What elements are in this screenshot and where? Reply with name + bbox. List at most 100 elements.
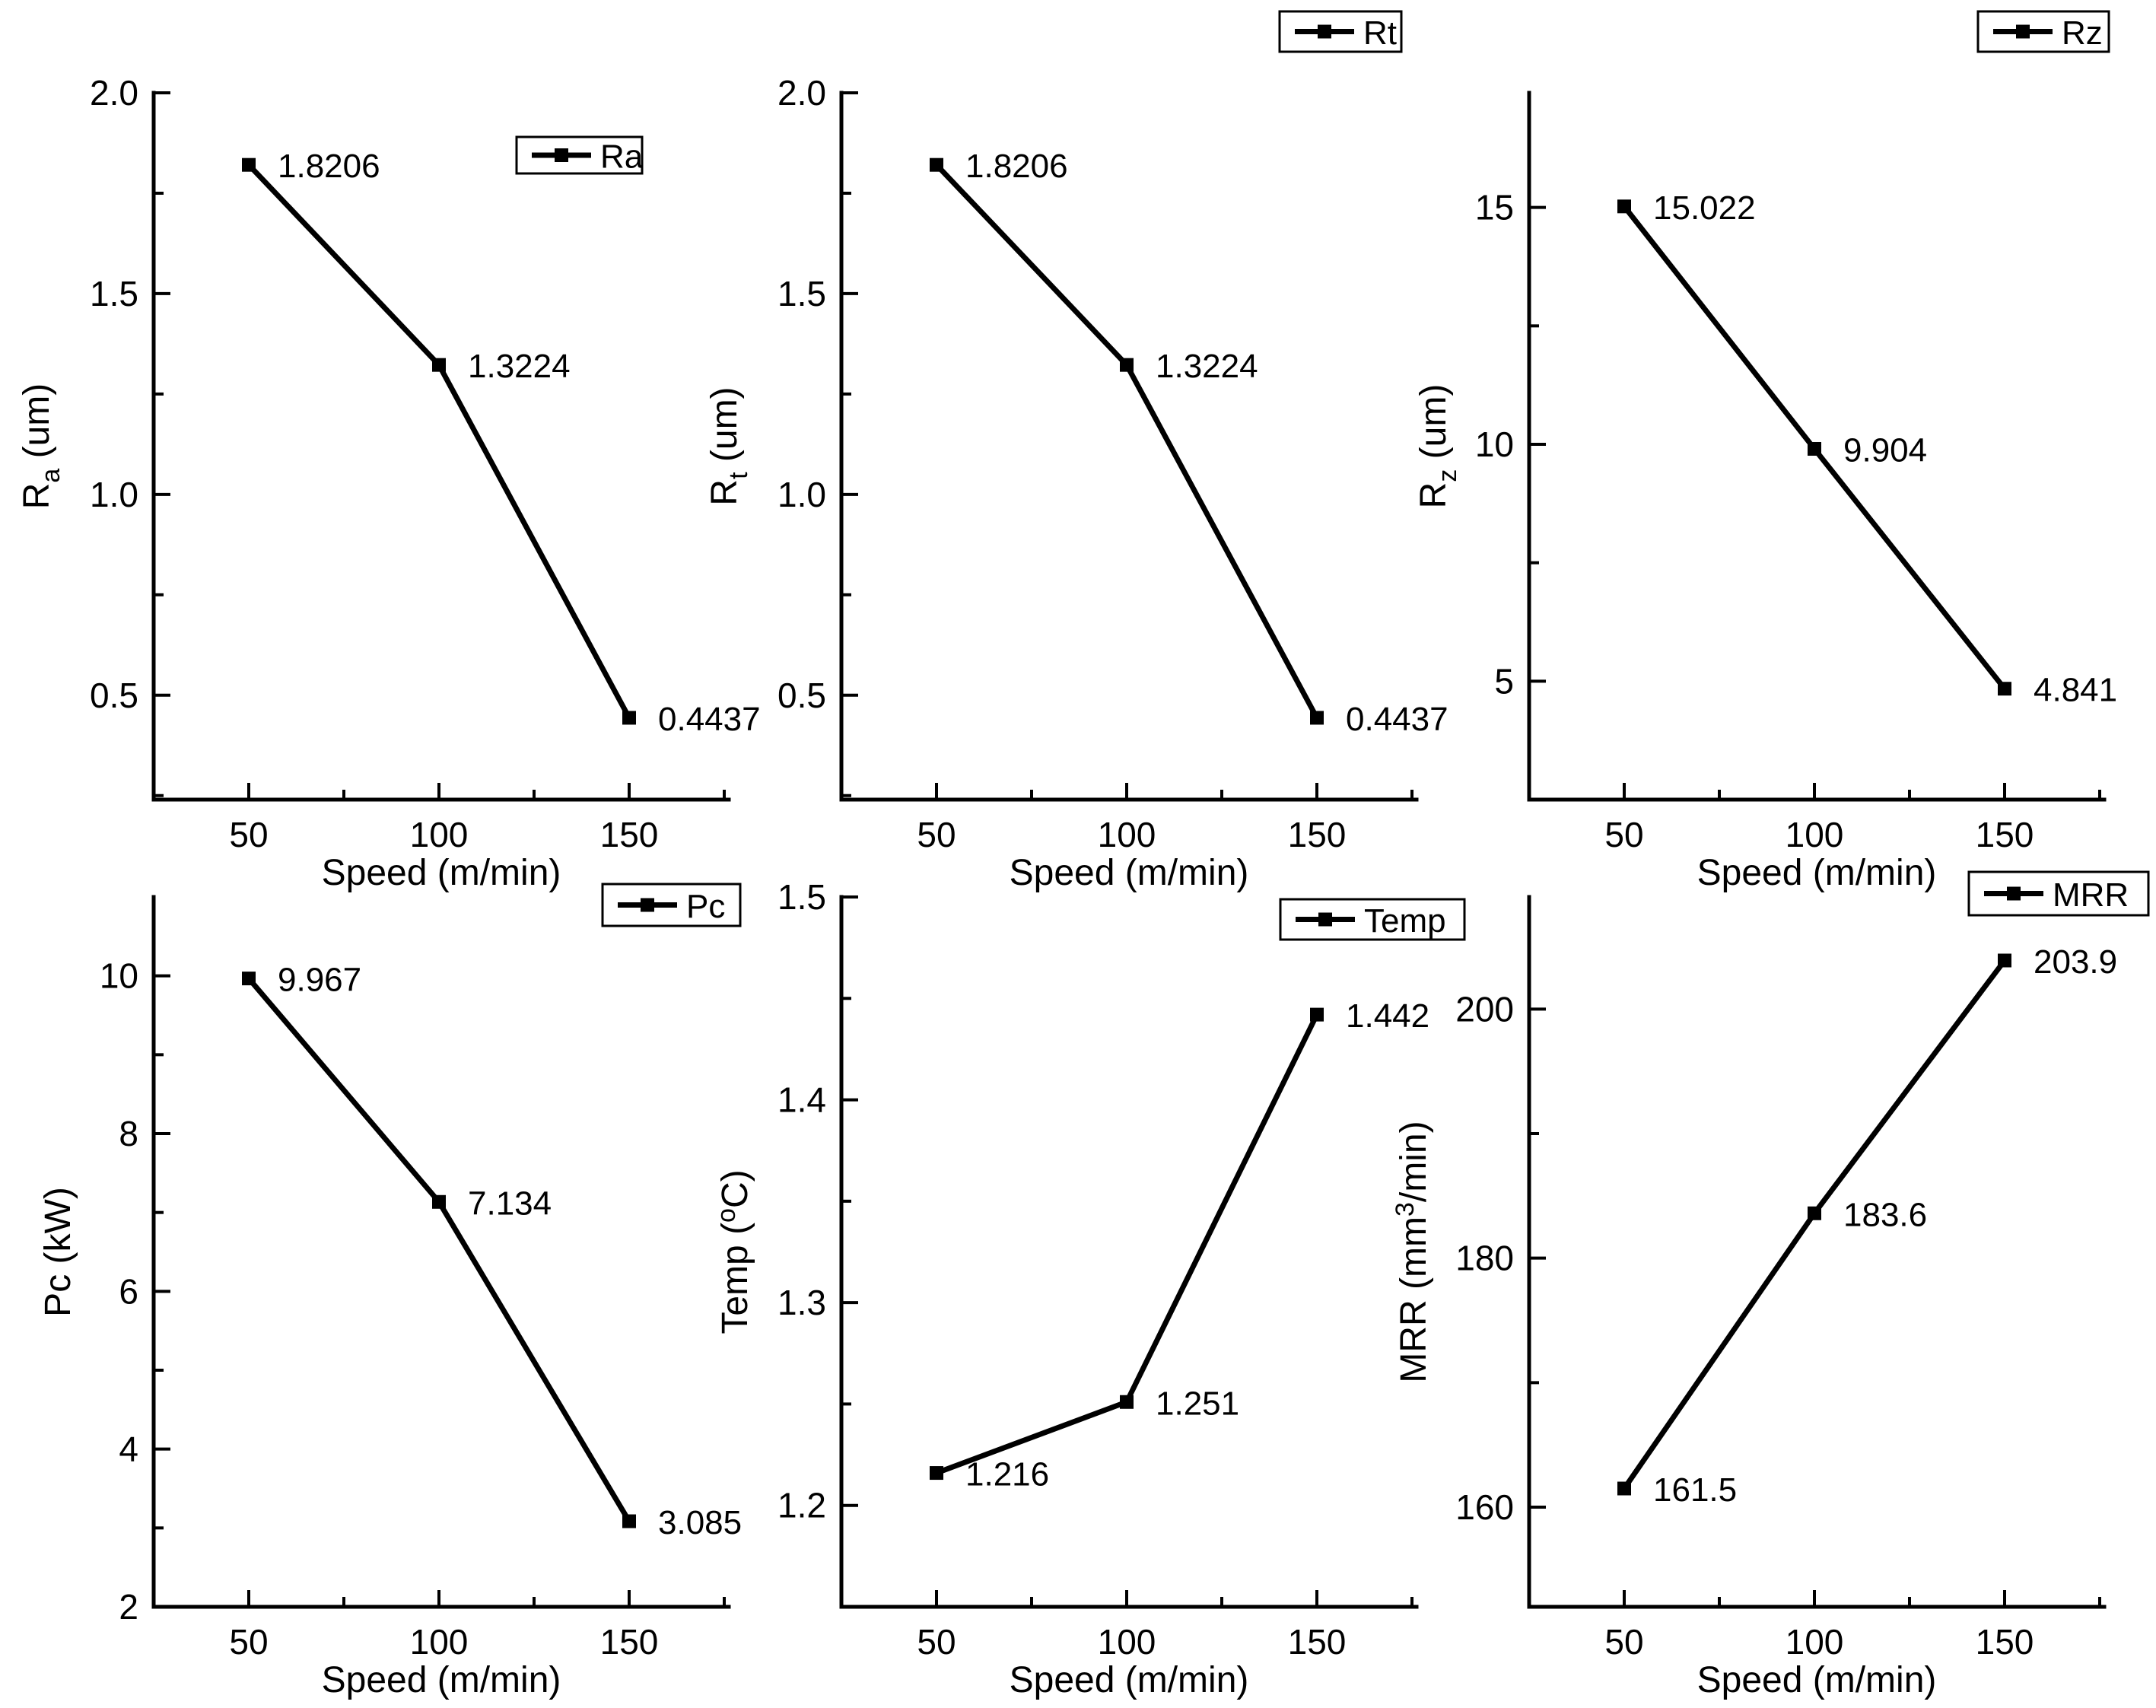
ra-marker-1 — [432, 358, 446, 372]
rt-marker-2 — [1310, 711, 1324, 725]
pc-ytick-label-0: 2 — [119, 1587, 138, 1627]
mrr-x-axis-title: Speed (m/min) — [1697, 1660, 1937, 1700]
temp-ytick-label-0: 1.2 — [777, 1486, 826, 1525]
rz-y-axis-title: Rz (um) — [1413, 384, 1462, 509]
temp-legend-label: Temp — [1364, 902, 1446, 940]
ra-legend-marker — [555, 148, 568, 162]
temp-ytick-label-1: 1.3 — [777, 1283, 826, 1322]
temp-ticks — [841, 895, 1413, 1607]
rz-legend: Rz — [1976, 10, 2110, 53]
pc-marker-2 — [622, 1514, 636, 1528]
ra-xtick-label-1: 100 — [410, 815, 469, 854]
pc-data-label-2: 3.085 — [658, 1504, 742, 1541]
ra-y-axis-title: Ra (um) — [17, 383, 65, 510]
chart-rt: 0.5 1.0 1.5 2.0 50 100 150 Speed (m/min) Rt (um)… — [704, 10, 1448, 893]
chart-ra: 0.5 1.0 1.5 2.0 50 100 150 Speed (m/min) Ra (um)… — [17, 73, 761, 893]
rz-xtick-label-1: 100 — [1786, 815, 1844, 854]
mrr-marker-2 — [1998, 953, 2011, 968]
pc-x-axis-title: Speed (m/min) — [322, 1660, 561, 1700]
rt-ytick-label-2: 1.5 — [777, 274, 826, 313]
rz-xtick-label-2: 150 — [1976, 815, 2034, 854]
temp-marker-2 — [1310, 1007, 1324, 1022]
rt-ytick-label-3: 2.0 — [777, 73, 826, 113]
pc-xtick-label-2: 150 — [600, 1622, 659, 1662]
rz-data-label-0: 15.022 — [1653, 189, 1756, 227]
temp-data-label-0: 1.216 — [965, 1456, 1049, 1493]
mrr-data-label-0: 161.5 — [1653, 1471, 1737, 1509]
chart-mrr: 160 180 200 50 100 150 Speed (m/min) MRR (mm3/m… — [1391, 870, 2150, 1700]
mrr-marker-0 — [1617, 1481, 1631, 1496]
ra-ytick-label-0: 0.5 — [90, 676, 138, 715]
rt-data-label-1: 1.3224 — [1156, 348, 1258, 385]
rz-ytick-label-2: 15 — [1475, 188, 1514, 227]
rz-data-label-2: 4.841 — [2034, 672, 2117, 709]
rt-data-label-0: 1.8206 — [965, 148, 1068, 185]
chart-temp: 1.2 1.3 1.4 1.5 50 100 150 Speed (m/min) Temp (o… — [712, 877, 1466, 1700]
pc-legend: Pc — [601, 883, 742, 927]
pc-ytick-label-2: 6 — [119, 1271, 138, 1311]
ra-legend: Ra — [515, 135, 644, 176]
mrr-legend-marker — [2007, 886, 2021, 901]
ra-ytick-label-2: 1.5 — [90, 274, 138, 313]
rt-ytick-label-0: 0.5 — [777, 676, 826, 715]
temp-data-label-2: 1.442 — [1346, 997, 1429, 1035]
temp-legend: Temp — [1279, 898, 1466, 941]
rt-legend: Rt — [1278, 10, 1403, 53]
rt-xtick-label-0: 50 — [917, 815, 956, 854]
ra-ytick-label-1: 1.0 — [90, 475, 138, 514]
rt-xtick-label-1: 100 — [1098, 815, 1156, 854]
rt-ticks — [841, 91, 1413, 800]
rz-legend-marker — [2016, 24, 2030, 39]
chart-rz: 5 10 15 50 100 150 Speed (m/min) Rz (um) 15.022 9… — [1413, 10, 2117, 893]
chart-pc: 2 4 6 8 10 50 100 150 Speed (m/min) Pc (kW) 9.967 7… — [38, 883, 742, 1700]
ra-ytick-label-3: 2.0 — [90, 73, 138, 113]
temp-ytick-label-2: 1.4 — [777, 1080, 826, 1120]
rz-xtick-label-0: 50 — [1604, 815, 1643, 854]
mrr-data-label-2: 203.9 — [2034, 943, 2117, 981]
pc-marker-0 — [242, 972, 256, 986]
rz-ytick-label-1: 10 — [1475, 425, 1514, 464]
rz-x-axis-title: Speed (m/min) — [1697, 853, 1937, 893]
rz-marker-2 — [1998, 682, 2011, 696]
ra-data-label-0: 1.8206 — [278, 148, 380, 185]
temp-legend-marker — [1318, 912, 1332, 927]
mrr-y-axis-title: MRR (mm3/min) — [1391, 1121, 1434, 1382]
temp-xtick-label-1: 100 — [1098, 1622, 1156, 1662]
ra-data-label-2: 0.4437 — [658, 701, 761, 738]
mrr-ytick-label-2: 200 — [1455, 989, 1514, 1029]
rt-y-axis-title: Rt (um) — [704, 386, 753, 505]
rt-marker-0 — [930, 157, 943, 172]
mrr-xtick-label-1: 100 — [1786, 1622, 1844, 1662]
temp-y-axis-title: Temp (oC) — [712, 1169, 755, 1334]
pc-ytick-label-3: 8 — [119, 1114, 138, 1153]
pc-data-label-0: 9.967 — [278, 962, 361, 999]
ra-x-axis-title: Speed (m/min) — [322, 853, 561, 893]
pc-legend-label: Pc — [686, 888, 725, 925]
temp-marker-0 — [930, 1466, 943, 1481]
ra-data-label-1: 1.3224 — [468, 348, 571, 385]
mrr-ytick-label-0: 160 — [1455, 1487, 1514, 1527]
temp-data-label-1: 1.251 — [1156, 1385, 1239, 1422]
temp-ytick-label-3: 1.5 — [777, 877, 826, 917]
temp-marker-1 — [1120, 1395, 1134, 1409]
rt-x-axis-title: Speed (m/min) — [1010, 853, 1249, 893]
rz-ticks — [1529, 205, 2101, 800]
temp-x-axis-title: Speed (m/min) — [1010, 1660, 1249, 1700]
mrr-data-label-1: 183.6 — [1843, 1196, 1927, 1233]
rz-marker-1 — [1808, 441, 1821, 456]
pc-legend-marker — [641, 898, 654, 912]
rz-ytick-label-0: 5 — [1494, 661, 1514, 701]
ra-xtick-label-2: 150 — [600, 815, 659, 854]
mrr-ticks — [1529, 1007, 2101, 1607]
rz-marker-0 — [1617, 199, 1631, 214]
rt-xtick-label-2: 150 — [1288, 815, 1347, 854]
pc-y-axis-title: Pc (kW) — [38, 1187, 78, 1317]
ra-ticks — [154, 91, 726, 800]
rz-data-label-1: 9.904 — [1843, 431, 1927, 469]
rt-legend-marker — [1318, 24, 1331, 39]
temp-xtick-label-0: 50 — [917, 1622, 956, 1662]
rt-legend-label: Rt — [1363, 14, 1397, 52]
pc-ytick-label-4: 10 — [100, 956, 138, 996]
